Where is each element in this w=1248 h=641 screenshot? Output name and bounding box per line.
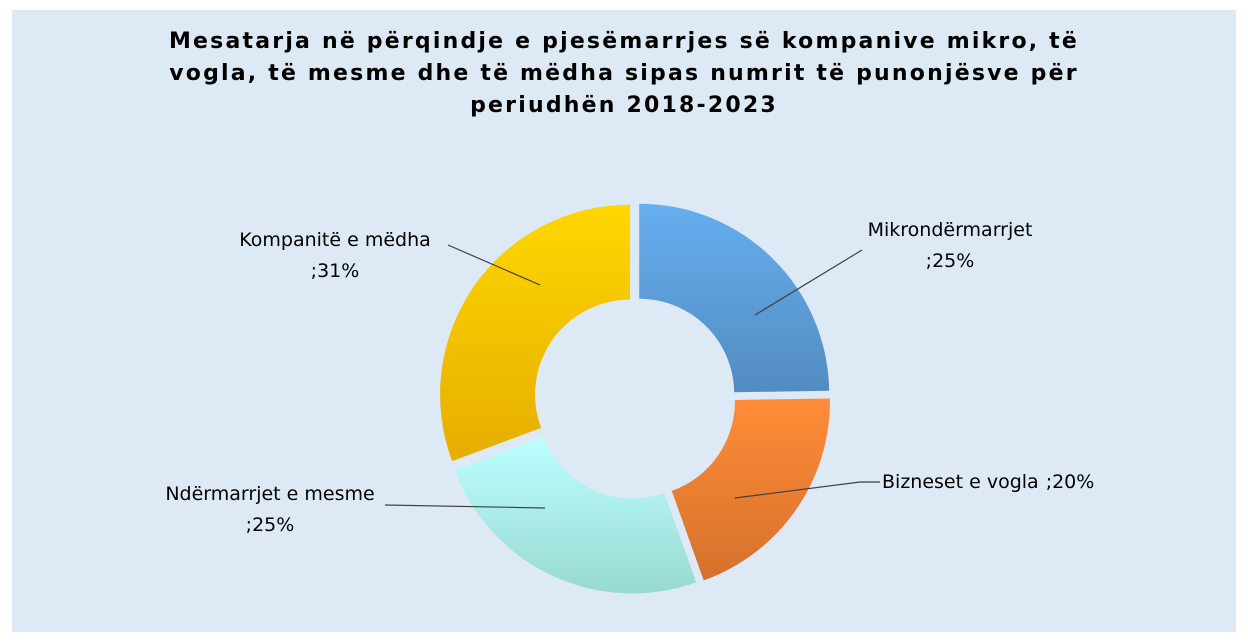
data-label-value: ;20% xyxy=(1046,471,1095,493)
data-label: Bizneset e vogla ;20% xyxy=(882,471,1094,493)
data-label-value: ;31% xyxy=(311,260,360,282)
donut-slice xyxy=(454,436,697,594)
donut-slice xyxy=(440,204,631,462)
leader-line xyxy=(734,481,880,499)
chart-title: Mesatarja në përqindje e pjesëmarrjes së… xyxy=(168,29,1080,118)
leader-line xyxy=(447,244,541,286)
data-label: Kompanitë e mëdha ;31% xyxy=(239,229,431,282)
data-label-name: Kompanitë e mëdha xyxy=(239,229,431,251)
data-label-name: Bizneset e vogla xyxy=(882,471,1039,493)
donut-slice xyxy=(639,203,830,393)
data-label-value: ;25% xyxy=(926,250,975,272)
data-label-value: ;25% xyxy=(246,514,295,536)
donut-slice xyxy=(671,398,830,581)
leader-line xyxy=(384,504,546,509)
data-label-name: Ndërmarrjet e mesme xyxy=(165,483,374,505)
data-label-name: Mikrondërmarrjet xyxy=(868,219,1033,241)
data-label: Mikrondërmarrjet ;25% xyxy=(868,219,1033,272)
leader-line xyxy=(754,249,863,316)
data-label: Ndërmarrjet e mesme ;25% xyxy=(165,483,374,536)
